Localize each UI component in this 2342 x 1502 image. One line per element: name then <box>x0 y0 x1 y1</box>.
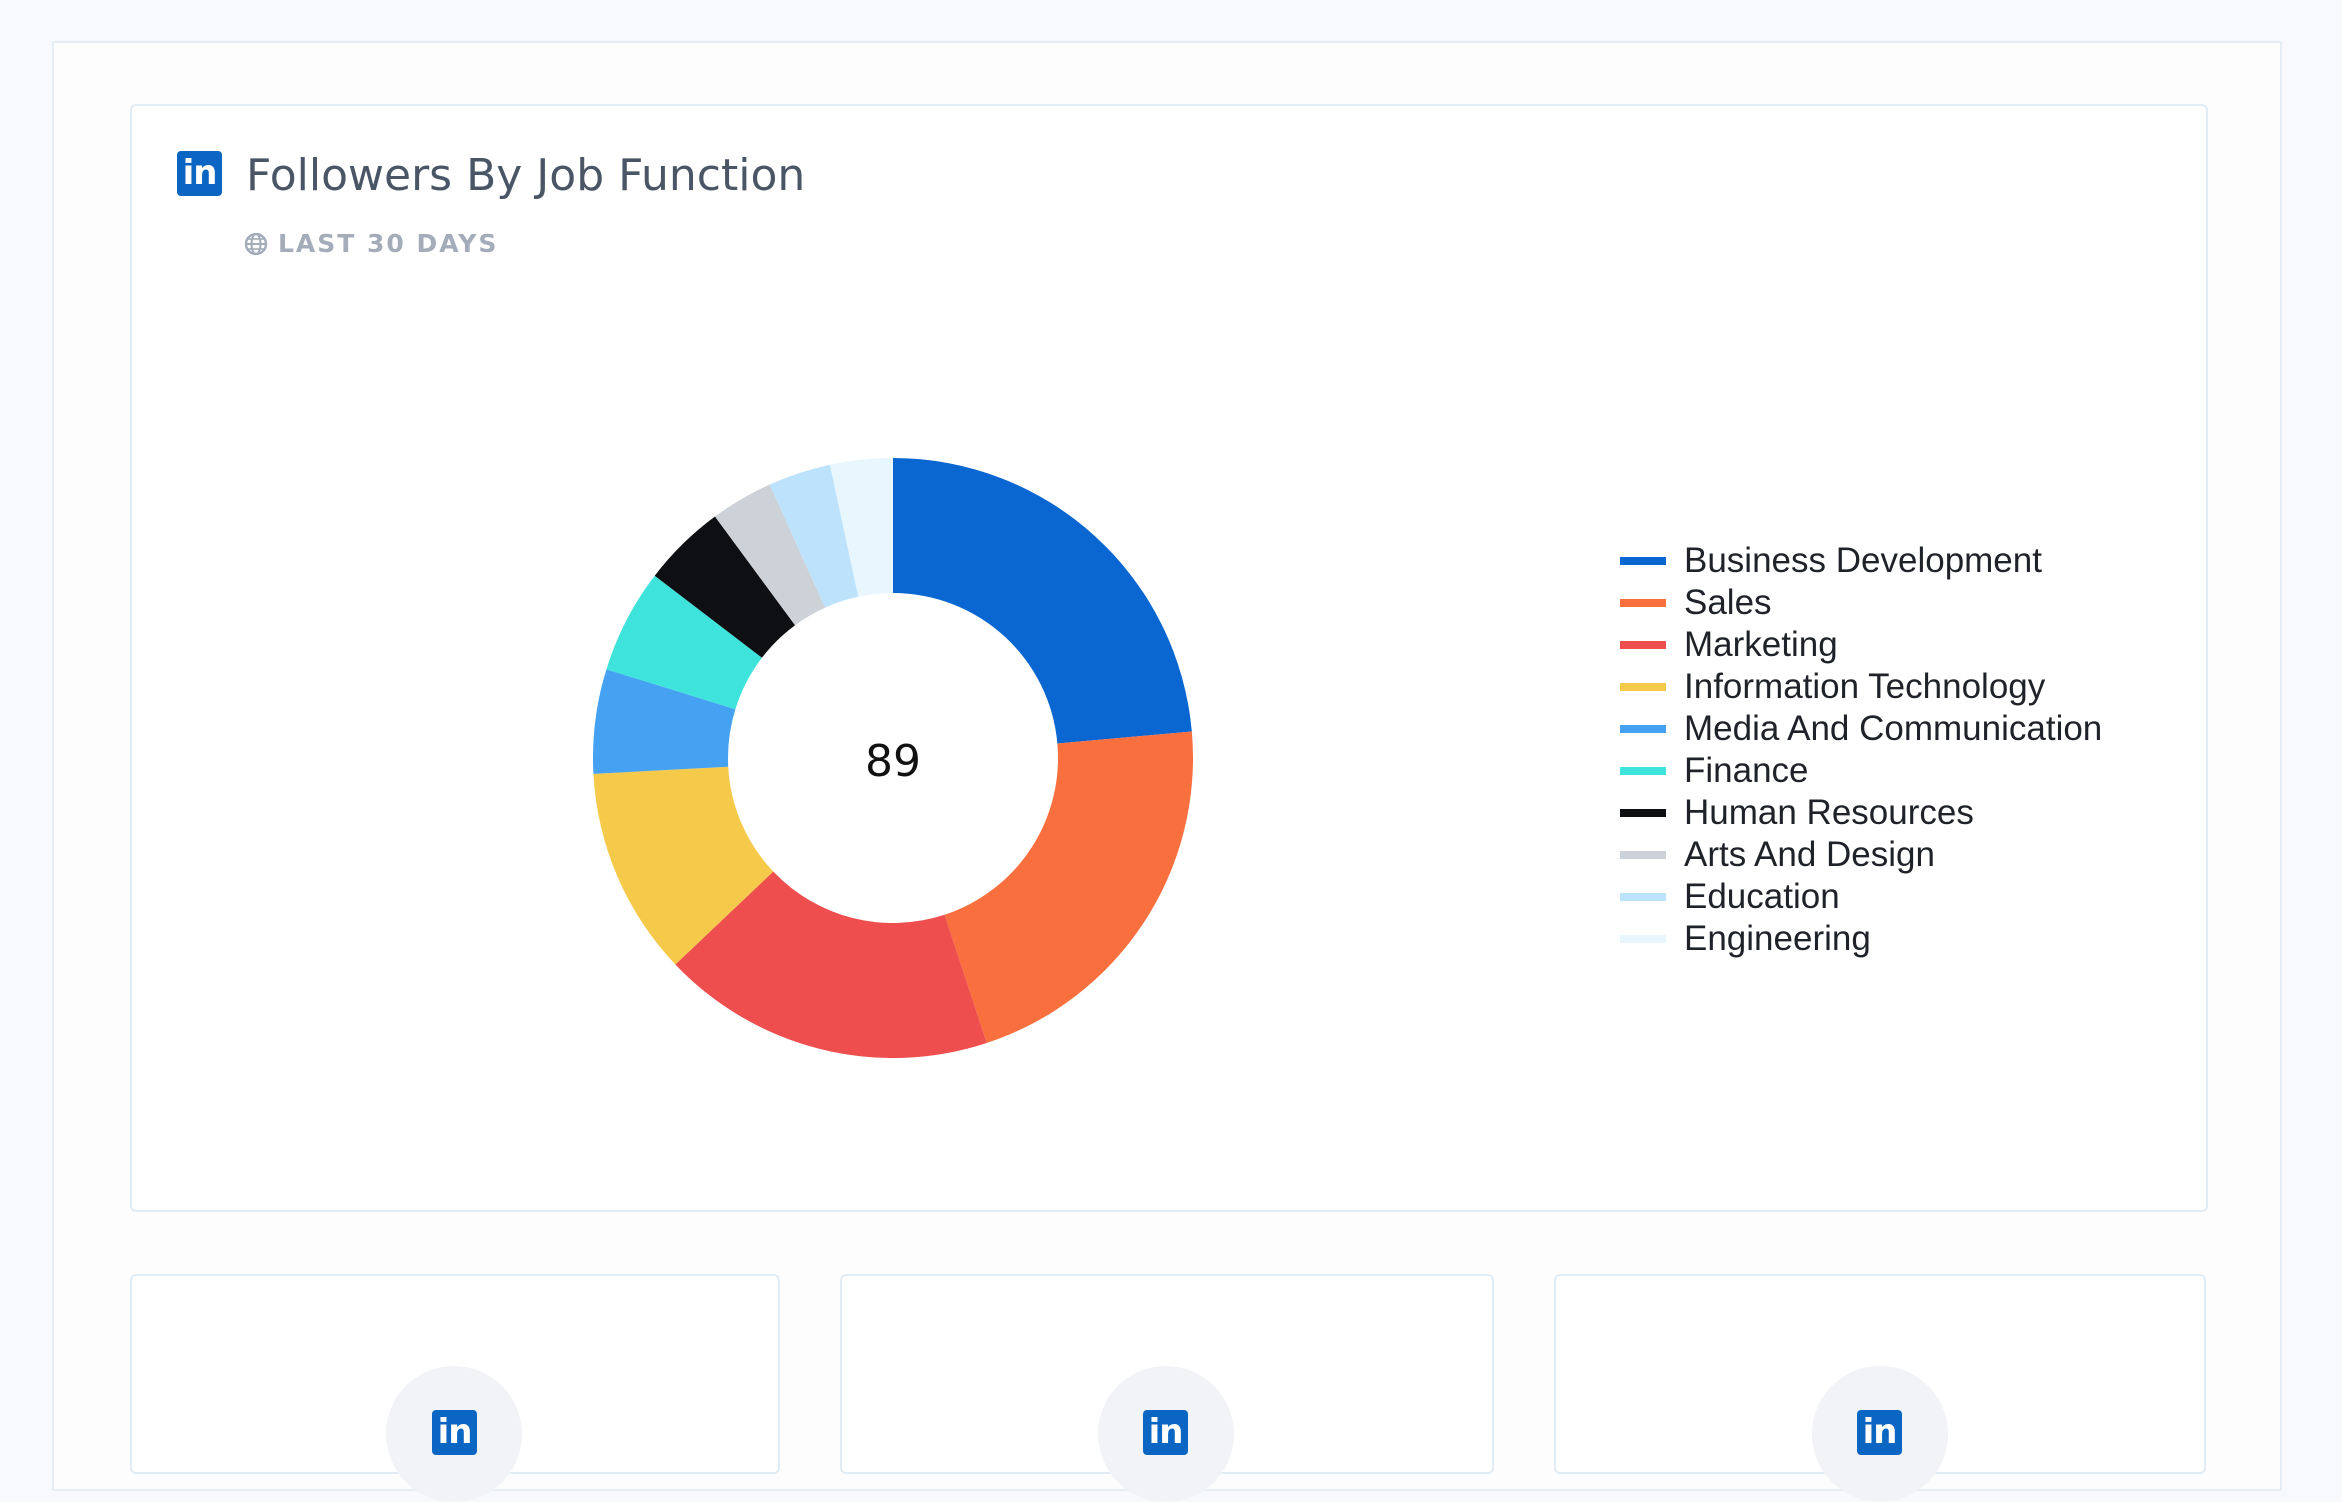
legend-label: Arts And Design <box>1684 835 1935 874</box>
legend-item-media-and-communication[interactable]: Media And Communication <box>1620 708 2102 750</box>
legend-item-human-resources[interactable]: Human Resources <box>1620 792 2102 834</box>
legend-label: Marketing <box>1684 625 1838 664</box>
donut-slice-arts-and-design[interactable] <box>714 484 826 626</box>
legend-label: Human Resources <box>1684 793 1974 832</box>
legend-swatch <box>1620 767 1666 775</box>
legend-swatch <box>1620 725 1666 733</box>
donut-slice-engineering[interactable] <box>829 458 893 597</box>
donut-slice-media-and-communication[interactable] <box>593 669 736 774</box>
legend-label: Media And Communication <box>1684 709 2103 748</box>
donut-slice-education[interactable] <box>769 464 859 608</box>
chart-legend: Business Development Sales Marketing Inform… <box>1620 540 2102 960</box>
legend-label: Information Technology <box>1684 667 2046 706</box>
legend-item-engineering[interactable]: Engineering <box>1620 918 2102 960</box>
period-text: LAST 30 DAYS <box>278 229 499 258</box>
donut-slice-marketing[interactable] <box>675 871 987 1058</box>
linkedin-icon: in <box>1143 1410 1188 1455</box>
donut-slice-sales[interactable] <box>944 731 1193 1043</box>
donut-slice-finance[interactable] <box>606 575 762 710</box>
linkedin-icon: in <box>177 151 222 196</box>
donut-center-total: 89 <box>865 736 921 787</box>
legend-label: Finance <box>1684 751 1809 790</box>
legend-item-arts-and-design[interactable]: Arts And Design <box>1620 834 2102 876</box>
job-function-donut-chart: 89 <box>593 458 1193 1058</box>
donut-slice-human-resources[interactable] <box>654 516 796 658</box>
globe-icon <box>244 232 268 255</box>
legend-swatch <box>1620 851 1666 859</box>
legend-label: Sales <box>1684 583 1772 622</box>
legend-item-marketing[interactable]: Marketing <box>1620 624 2102 666</box>
legend-swatch <box>1620 683 1666 691</box>
linkedin-icon: in <box>432 1410 477 1455</box>
legend-label: Education <box>1684 877 1840 916</box>
legend-item-education[interactable]: Education <box>1620 876 2102 918</box>
legend-label: Business Development <box>1684 541 2042 580</box>
donut-slice-information-technology[interactable] <box>593 766 774 965</box>
legend-swatch <box>1620 599 1666 607</box>
legend-item-sales[interactable]: Sales <box>1620 582 2102 624</box>
legend-swatch <box>1620 809 1666 817</box>
legend-swatch <box>1620 935 1666 943</box>
legend-swatch <box>1620 641 1666 649</box>
legend-label: Engineering <box>1684 919 1871 958</box>
legend-item-business-development[interactable]: Business Development <box>1620 540 2102 582</box>
linkedin-icon: in <box>1857 1410 1902 1455</box>
legend-swatch <box>1620 893 1666 901</box>
legend-item-finance[interactable]: Finance <box>1620 750 2102 792</box>
card-title: Followers By Job Function <box>246 150 806 201</box>
legend-item-information-technology[interactable]: Information Technology <box>1620 666 2102 708</box>
period-label: LAST 30 DAYS <box>244 229 498 258</box>
donut-slice-business-development[interactable] <box>893 458 1192 744</box>
legend-swatch <box>1620 557 1666 565</box>
